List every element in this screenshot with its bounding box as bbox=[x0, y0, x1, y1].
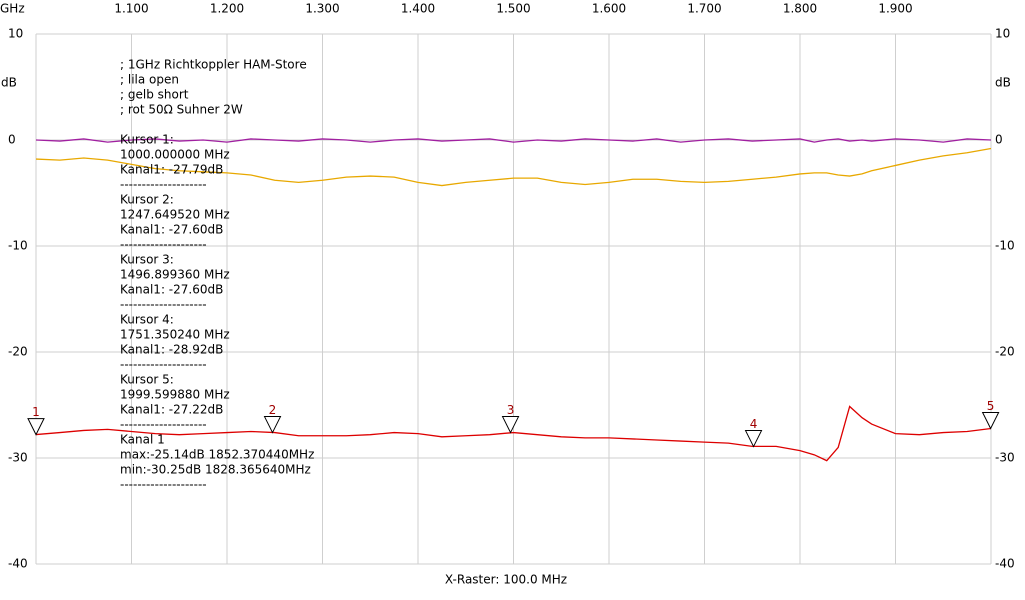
cursor-readout: -------------------- bbox=[120, 298, 207, 312]
cursor-marker bbox=[27, 418, 45, 436]
cursor-marker bbox=[501, 416, 520, 434]
cursor-readout: Kursor 3: bbox=[120, 253, 174, 267]
cursor-readout: -------------------- bbox=[120, 178, 207, 192]
cursor-marker bbox=[981, 412, 1000, 430]
y-tick-label: -40 bbox=[8, 557, 28, 571]
y-tick-label: -30 bbox=[8, 451, 28, 465]
note: ; gelb short bbox=[120, 88, 189, 102]
cursor-readout: 1999.599880 MHz bbox=[120, 388, 230, 402]
x-axis-label: X-Raster: 100.0 MHz bbox=[445, 573, 567, 587]
cursor-readout: max:-25.14dB 1852.370440MHz bbox=[120, 448, 314, 462]
cursor-readout: Kursor 2: bbox=[120, 193, 174, 207]
cursor-readout: 1751.350240 MHz bbox=[120, 328, 230, 342]
cursor-readout: 1247.649520 MHz bbox=[120, 208, 230, 222]
trace bbox=[35, 147, 992, 187]
x-tick-label: 1.700 bbox=[687, 2, 721, 16]
cursor-readout: Kanal1: -27.60dB bbox=[120, 223, 223, 237]
cursor-readout: -------------------- bbox=[120, 478, 207, 492]
cursor-label: 2 bbox=[269, 403, 277, 417]
cursor-readout: min:-30.25dB 1828.365640MHz bbox=[120, 463, 311, 477]
y-tick-label-right: -10 bbox=[995, 239, 1015, 253]
y-tick-label-right: -40 bbox=[995, 557, 1015, 571]
x-tick-label: 1.900 bbox=[878, 2, 912, 16]
x-tick-label: 1.500 bbox=[496, 2, 530, 16]
x-tick-label: 1.200 bbox=[210, 2, 244, 16]
y-tick-label: -20 bbox=[8, 345, 28, 359]
trace bbox=[35, 405, 992, 462]
cursor-readout: 1496.899360 MHz bbox=[120, 268, 230, 282]
y-tick-label-right: -20 bbox=[995, 345, 1015, 359]
note: ; lila open bbox=[120, 73, 179, 87]
cursor-marker bbox=[744, 430, 763, 448]
y-tick-label-right: 0 bbox=[995, 133, 1003, 147]
cursor-readout: Kanal1: -27.79dB bbox=[120, 163, 223, 177]
cursor-label: 3 bbox=[507, 403, 515, 417]
y-tick-label: 0 bbox=[8, 133, 16, 147]
cursor-readout: Kursor 5: bbox=[120, 373, 174, 387]
cursor-readout: -------------------- bbox=[120, 418, 207, 432]
x-tick-label: 1.600 bbox=[592, 2, 626, 16]
cursor-label: 5 bbox=[987, 399, 995, 413]
y-tick-label: 10 bbox=[8, 27, 23, 41]
x-unit-label: GHz bbox=[0, 2, 25, 16]
x-tick-label: 1.800 bbox=[783, 2, 817, 16]
y-unit-label: dB bbox=[1, 76, 17, 90]
cursor-readout: Kanal1: -27.22dB bbox=[120, 403, 223, 417]
note: ; rot 50Ω Suhner 2W bbox=[120, 103, 243, 117]
cursor-readout: Kursor 1: bbox=[120, 133, 174, 147]
trace bbox=[35, 138, 992, 143]
y-tick-label-right: 10 bbox=[995, 27, 1010, 41]
cursor-readout: -------------------- bbox=[120, 358, 207, 372]
cursor-readout: Kanal1: -27.60dB bbox=[120, 283, 223, 297]
cursor-label: 1 bbox=[32, 405, 40, 419]
note: ; 1GHz Richtkoppler HAM-Store bbox=[120, 58, 307, 72]
cursor-readout: Kanal1: -28.92dB bbox=[120, 343, 223, 357]
cursor-readout: Kursor 4: bbox=[120, 313, 174, 327]
cursor-label: 4 bbox=[750, 417, 758, 431]
x-tick-label: 1.300 bbox=[305, 2, 339, 16]
cursor-marker bbox=[263, 416, 282, 434]
cursor-readout: -------------------- bbox=[120, 238, 207, 252]
x-tick-label: 1.100 bbox=[114, 2, 148, 16]
y-unit-label-right: dB bbox=[995, 76, 1011, 90]
x-tick-label: 1.400 bbox=[401, 2, 435, 16]
y-tick-label: -10 bbox=[8, 239, 28, 253]
cursor-readout: Kanal 1 bbox=[120, 433, 165, 447]
cursor-readout: 1000.000000 MHz bbox=[120, 148, 230, 162]
y-tick-label-right: -30 bbox=[995, 451, 1015, 465]
